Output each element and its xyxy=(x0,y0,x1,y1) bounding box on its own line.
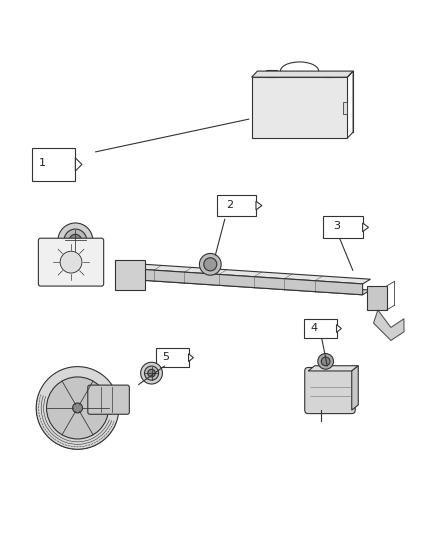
Polygon shape xyxy=(252,71,353,77)
Polygon shape xyxy=(132,269,363,295)
Circle shape xyxy=(64,229,87,252)
Text: 1: 1 xyxy=(39,158,46,168)
Circle shape xyxy=(321,357,330,366)
Circle shape xyxy=(58,223,93,258)
Circle shape xyxy=(148,369,155,377)
Polygon shape xyxy=(336,325,341,333)
Bar xyxy=(115,260,145,290)
Polygon shape xyxy=(132,264,371,284)
Circle shape xyxy=(73,403,82,413)
Polygon shape xyxy=(256,201,262,210)
Text: 2: 2 xyxy=(226,200,233,209)
Circle shape xyxy=(145,366,159,380)
Bar xyxy=(343,102,347,114)
Polygon shape xyxy=(352,366,358,410)
Bar xyxy=(304,319,336,338)
Circle shape xyxy=(60,251,82,273)
Polygon shape xyxy=(75,158,82,171)
Bar xyxy=(32,148,75,181)
Text: 5: 5 xyxy=(162,352,170,362)
FancyBboxPatch shape xyxy=(88,385,129,414)
Circle shape xyxy=(204,258,217,271)
Text: 4: 4 xyxy=(310,324,318,333)
Circle shape xyxy=(36,367,119,449)
Polygon shape xyxy=(308,366,358,371)
Text: 3: 3 xyxy=(333,221,340,231)
Circle shape xyxy=(199,254,221,275)
Circle shape xyxy=(46,377,109,439)
Bar xyxy=(156,348,188,367)
Bar xyxy=(217,195,256,216)
Circle shape xyxy=(141,362,162,384)
Polygon shape xyxy=(374,310,404,341)
FancyBboxPatch shape xyxy=(39,238,104,286)
Bar xyxy=(252,77,347,138)
FancyBboxPatch shape xyxy=(305,367,355,414)
Bar xyxy=(323,216,363,238)
Bar xyxy=(367,286,387,310)
Bar xyxy=(266,70,278,77)
Circle shape xyxy=(69,235,81,246)
Bar xyxy=(325,72,333,77)
Circle shape xyxy=(318,353,333,369)
Polygon shape xyxy=(363,223,368,232)
Polygon shape xyxy=(188,354,194,361)
Polygon shape xyxy=(132,275,371,295)
